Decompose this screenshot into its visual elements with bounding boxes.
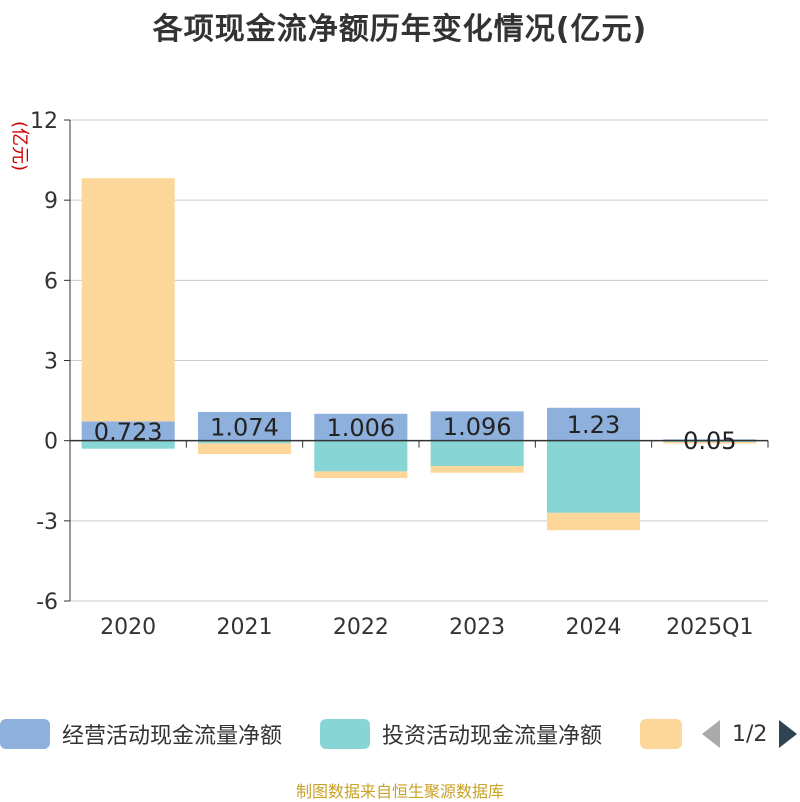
axis-layer: -6 -3 0 3 6 9 12(亿元) 2020 2021 2022 2023 2024 2025Q1 (9, 109, 769, 640)
legend-item-financing[interactable] (640, 713, 694, 755)
legend-swatch-operating (0, 719, 50, 749)
legend-swatch-financing (640, 719, 682, 749)
y-tick-label: 0 (44, 430, 58, 455)
legend-pager: 1/2 (700, 713, 800, 755)
bar-financing-2020 (81, 178, 175, 422)
x-tick-label-2021: 2021 (217, 615, 273, 640)
y-tick-label: 12 (30, 109, 58, 134)
pager-next-icon[interactable] (779, 720, 798, 748)
bar-operating-2021 (197, 411, 292, 441)
y-tick-label: 9 (44, 189, 58, 214)
y-tick-label: 3 (44, 350, 58, 375)
bar-operating-2023 (430, 411, 524, 441)
data-label-2022: 1.006 (326, 414, 395, 442)
x-tick-label-2020: 2020 (100, 615, 156, 640)
legend: 经营活动现金流量净额 投资活动现金流量净额 1/2 (0, 713, 800, 755)
footer-source: 制图数据来自恒生聚源数据库 (295, 782, 504, 801)
bar-operating-2024 (546, 407, 641, 441)
bar-investing-2024 (546, 440, 641, 513)
data-label-2021: 1.074 (210, 413, 279, 441)
y-tick-label: 6 (44, 269, 58, 294)
y-tick-label: -6 (36, 590, 58, 615)
legend-swatch-investing (320, 719, 370, 749)
bar-financing-2023 (430, 466, 524, 473)
chart-title: 各项现金流净额历年变化情况(亿元) (152, 12, 648, 47)
legend-item-operating[interactable]: 经营活动现金流量净额 (0, 713, 282, 755)
x-tick-label-2023: 2023 (449, 615, 505, 640)
bar-investing-2021 (197, 440, 292, 444)
data-label-2025Q1: 0.05 (683, 427, 736, 455)
bar-financing-2021 (197, 443, 292, 455)
x-tick-label-2022: 2022 (333, 615, 389, 640)
bar-investing-2022 (314, 440, 408, 472)
legend-item-investing[interactable]: 投资活动现金流量净额 (320, 713, 602, 755)
x-tick-label-2024: 2024 (566, 615, 622, 640)
cash-flow-chart: -6 -3 0 3 6 9 12(亿元) 2020 2021 2022 2023 2024 2025Q1… (9, 109, 769, 640)
data-label-2024: 1.23 (567, 411, 620, 439)
data-label-2020: 0.723 (94, 418, 163, 446)
pager-text: 1/2 (732, 721, 768, 747)
bar-operating-2022 (314, 413, 408, 441)
label-layer: 0.723 1.074 1.006 1.096 1.23 0.05 (94, 411, 737, 455)
bar-financing-2024 (546, 512, 641, 531)
bar-investing-2023 (430, 440, 524, 467)
data-label-2023: 1.096 (443, 413, 512, 441)
legend-label-operating: 经营活动现金流量净额 (62, 724, 283, 749)
bar-financing-2025Q1 (663, 442, 757, 444)
grid-layer (70, 119, 768, 602)
bar-layer (81, 178, 757, 531)
y-tick-label: -3 (36, 510, 58, 535)
bar-financing-2022 (314, 471, 408, 479)
legend-label-investing: 投资活动现金流量净额 (382, 724, 603, 749)
pager-prev-icon[interactable] (702, 720, 720, 748)
bar-operating-2020 (81, 421, 175, 441)
x-tick-label-2025Q1: 2025Q1 (666, 615, 753, 640)
bar-investing-2020 (81, 440, 175, 449)
y-axis-label: (亿元) (9, 121, 30, 171)
